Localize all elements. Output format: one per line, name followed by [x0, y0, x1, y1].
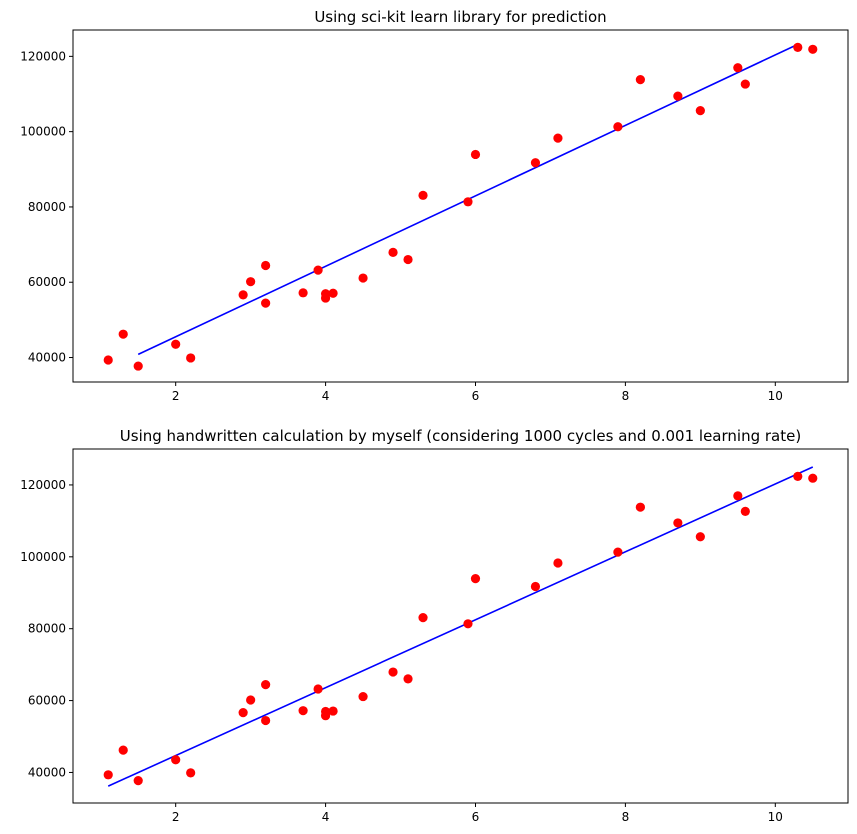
bottom-axes-frame: [72, 448, 849, 804]
bottom-y-tick-label: 100000: [20, 550, 66, 564]
bottom-data-point: [133, 776, 143, 786]
top-x-tick-label: 8: [622, 389, 630, 403]
bottom-data-point: [733, 491, 743, 501]
bottom-data-point: [530, 581, 541, 592]
top-data-point: [261, 260, 271, 271]
bottom-data-point: [613, 547, 623, 557]
bottom-data-point: [673, 518, 683, 528]
bottom-data-point: [695, 532, 705, 542]
bottom-data-point: [358, 691, 368, 702]
top-y-tick-label: 80000: [28, 200, 66, 214]
bottom-x-tick-label: 10: [768, 810, 783, 824]
bottom-x-tick-label: 2: [172, 810, 180, 824]
bottom-data-point: [246, 695, 256, 705]
top-x-tick-label: 2: [172, 389, 180, 403]
bottom-data-point: [238, 708, 248, 718]
bottom-data-point: [463, 619, 473, 629]
bottom-data-point: [103, 770, 113, 780]
top-data-point: [246, 277, 256, 287]
top-data-point: [186, 353, 196, 363]
bottom-data-point: [313, 684, 323, 694]
top-data-point: [793, 42, 803, 52]
top-chart: Using sci-kit learn library for predicti…: [20, 8, 849, 403]
top-data-point: [238, 290, 248, 300]
top-y-tick-label: 40000: [28, 351, 66, 365]
bottom-data-point: [261, 679, 271, 690]
top-y-tick-label: 120000: [20, 49, 66, 63]
bottom-x-tick-label: 4: [322, 810, 330, 824]
top-data-point: [118, 329, 128, 339]
top-data-point: [103, 355, 113, 365]
bottom-y-tick-label: 60000: [28, 694, 66, 708]
top-data-point: [133, 361, 143, 371]
top-data-point: [530, 158, 541, 168]
top-data-point: [358, 273, 368, 283]
bottom-data-point: [470, 573, 481, 584]
top-axes-frame: [72, 29, 849, 383]
bottom-regression-line: [107, 466, 814, 787]
bottom-data-point: [171, 755, 181, 765]
top-data-point: [418, 190, 428, 200]
bottom-data-point: [328, 706, 338, 716]
top-data-point: [695, 106, 705, 116]
bottom-data-point: [740, 506, 750, 517]
top-data-point: [470, 149, 481, 160]
bottom-x-tick-label: 8: [622, 810, 630, 824]
top-data-point: [403, 254, 413, 265]
top-x-tick-label: 4: [322, 389, 330, 403]
bottom-chart: Using handwritten calculation by myself …: [20, 427, 849, 824]
top-data-point: [313, 265, 323, 275]
top-data-point: [733, 63, 743, 73]
top-data-point: [171, 339, 181, 349]
bottom-data-point: [186, 768, 196, 778]
top-data-point: [673, 91, 683, 101]
bottom-y-tick-label: 80000: [28, 622, 66, 636]
bottom-x-tick-label: 6: [472, 810, 480, 824]
top-data-point: [388, 247, 398, 257]
bottom-data-point: [298, 706, 308, 716]
top-y-tick-label: 100000: [20, 125, 66, 139]
bottom-data-point: [553, 558, 563, 568]
bottom-data-point: [793, 471, 803, 481]
top-data-point: [328, 288, 338, 298]
bottom-data-point: [403, 674, 413, 684]
top-data-point: [463, 197, 473, 207]
top-chart-title: Using sci-kit learn library for predicti…: [314, 8, 606, 26]
bottom-data-point: [388, 667, 398, 677]
top-data-point: [298, 288, 308, 298]
bottom-data-point: [808, 473, 818, 483]
top-y-tick-label: 60000: [28, 275, 66, 289]
bottom-data-point: [118, 745, 128, 755]
bottom-data-point: [418, 612, 428, 623]
top-data-point: [320, 289, 331, 299]
top-data-point: [613, 122, 623, 132]
bottom-chart-title: Using handwritten calculation by myself …: [120, 427, 801, 445]
bottom-y-tick-label: 120000: [20, 478, 66, 492]
bottom-data-point: [261, 715, 271, 726]
top-data-point: [740, 79, 750, 89]
top-x-tick-label: 10: [768, 389, 783, 403]
top-data-point: [261, 298, 271, 308]
bottom-data-point: [320, 706, 331, 717]
top-data-point: [808, 44, 818, 54]
bottom-y-tick-label: 40000: [28, 765, 66, 779]
top-x-tick-label: 6: [472, 389, 480, 403]
bottom-data-point: [635, 502, 645, 512]
top-data-point: [635, 75, 645, 85]
top-data-point: [553, 133, 563, 143]
